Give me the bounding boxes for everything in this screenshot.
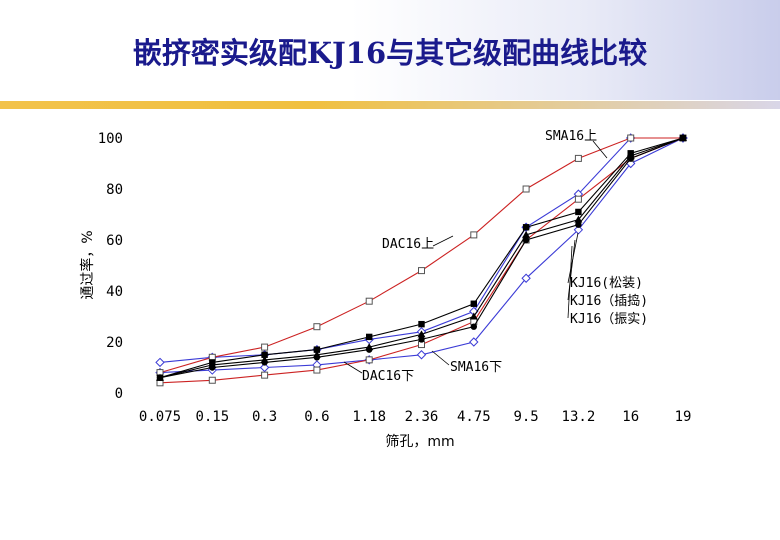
data-point [627,155,634,162]
x-axis-label: 筛孔，mm [385,434,454,450]
y-axis-label: 通过率，% [79,230,96,299]
data-point [156,374,164,381]
annotation-label: KJ16(松装) [570,276,643,291]
data-point [416,350,427,360]
data-point [208,376,216,384]
data-point [259,362,270,373]
data-point [418,320,425,328]
x-tick-label: 16 [622,409,639,425]
data-point [575,208,582,216]
data-point [209,364,216,371]
data-point [155,357,165,368]
x-tick-label: 0.075 [139,409,181,425]
annotation-label: DAC16上 [382,237,434,252]
x-tick-label: 1.18 [352,409,386,425]
data-point [574,154,582,162]
data-point [574,195,582,203]
x-tick-label: 13.2 [562,409,596,425]
slide-title: 嵌挤密实级配KJ16与其它级配曲线比较 [132,36,648,70]
x-tick-label: 2.36 [405,409,439,425]
data-point [418,336,425,343]
data-point [417,330,426,338]
x-tick-label: 19 [675,409,692,425]
data-point [574,215,583,223]
x-tick-label: 9.5 [513,409,538,425]
data-point [522,230,531,238]
annotation-leader [343,361,363,374]
data-point [470,231,478,239]
annotation-leader [432,235,454,247]
data-point [261,343,269,351]
annotation-label: DAC16下 [362,369,414,384]
x-tick-label: 0.6 [304,409,329,425]
data-point [627,134,635,142]
annotation-leader [567,245,573,319]
y-tick-label: 100 [98,131,123,147]
data-point [573,225,584,235]
y-tick-label: 60 [106,233,123,249]
data-point [261,351,268,358]
data-point [366,333,373,341]
y-tick-label: 20 [106,335,123,351]
data-point [469,337,479,347]
x-tick-label: 0.3 [252,409,277,425]
annotation-label: SMA16下 [450,360,502,375]
data-point [365,297,373,305]
y-tick-label: 0 [115,386,123,402]
annotation-label: KJ16（插捣) [570,293,648,309]
data-point [469,312,478,320]
data-point [679,134,687,142]
title-divider [0,101,780,109]
data-point [261,371,269,379]
data-point [313,346,321,353]
y-tick-label: 40 [106,284,123,300]
data-point [470,300,477,307]
title-divider-thin [0,112,780,113]
title-band [0,0,780,100]
data-point [366,346,373,353]
data-point [418,267,425,275]
x-tick-label: 0.15 [195,409,229,425]
data-point [522,185,530,193]
annotation-leader [431,350,450,366]
data-point [522,224,530,231]
data-point [575,221,582,228]
annotation-leader [592,140,608,159]
data-point [313,366,321,374]
data-point [521,273,531,283]
data-point [522,236,530,244]
data-point [470,323,477,330]
x-tick-label: 4.75 [457,409,491,425]
data-point [313,323,321,331]
annotation-label: KJ16（振实) [570,312,648,327]
data-point [313,354,321,361]
data-point [365,356,373,364]
data-point [261,359,268,366]
y-tick-label: 80 [106,182,123,198]
annotation-label: SMA16上 [545,129,597,144]
